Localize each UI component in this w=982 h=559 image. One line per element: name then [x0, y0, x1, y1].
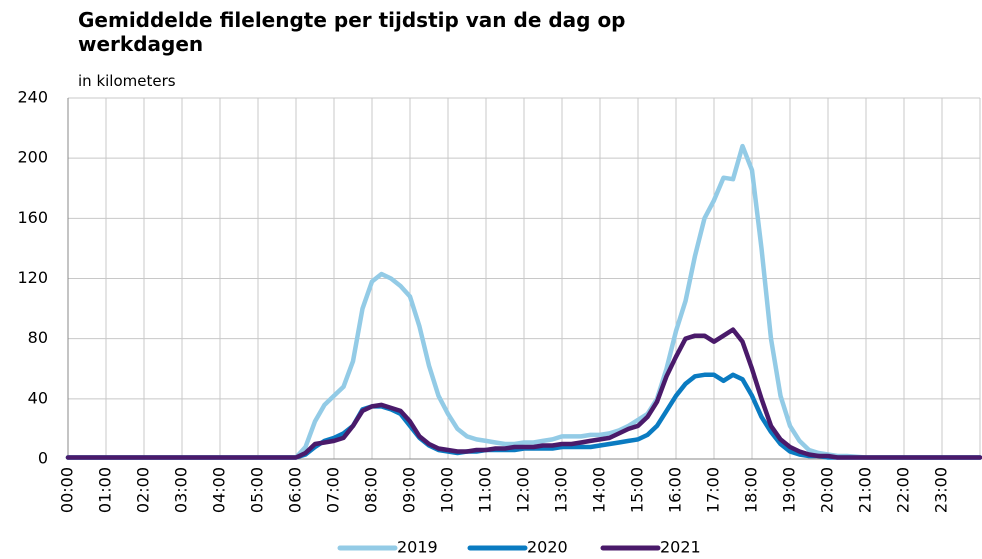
series-line — [65, 372, 982, 460]
x-tick-label: 13:00 — [552, 467, 571, 513]
x-tick-label: 09:00 — [400, 467, 419, 513]
chart-title: Gemiddelde filelengte per tijdstip van d… — [78, 8, 626, 56]
x-tick-label: 16:00 — [666, 467, 685, 513]
x-tick-label: 08:00 — [362, 467, 381, 513]
x-tick-label: 12:00 — [514, 467, 533, 513]
series-line — [65, 143, 982, 460]
y-tick-label: 240 — [17, 88, 48, 107]
legend-label: 2021 — [660, 538, 701, 557]
x-tick-label: 00:00 — [58, 467, 77, 513]
y-tick-label: 0 — [38, 449, 48, 468]
x-tick-label: 11:00 — [476, 467, 495, 513]
x-tick-label: 03:00 — [172, 467, 191, 513]
x-tick-label: 07:00 — [324, 467, 343, 513]
x-tick-label: 02:00 — [134, 467, 153, 513]
x-tick-label: 19:00 — [780, 467, 799, 513]
chart-subtitle: in kilometers — [78, 72, 176, 90]
x-tick-label: 10:00 — [438, 467, 457, 513]
x-tick-label: 14:00 — [590, 467, 609, 513]
legend-label: 2020 — [527, 538, 568, 557]
x-tick-label: 18:00 — [742, 467, 761, 513]
x-tick-label: 05:00 — [248, 467, 267, 513]
y-tick-label: 80 — [28, 328, 48, 347]
x-tick-label: 17:00 — [704, 467, 723, 513]
x-tick-label: 22:00 — [894, 467, 913, 513]
x-tick-label: 04:00 — [210, 467, 229, 513]
legend-label: 2019 — [397, 538, 438, 557]
x-tick-label: 06:00 — [286, 467, 305, 513]
y-tick-label: 120 — [17, 268, 48, 287]
x-tick-label: 01:00 — [96, 467, 115, 513]
y-tick-label: 200 — [17, 148, 48, 167]
y-tick-label: 160 — [17, 208, 48, 227]
x-tick-label: 15:00 — [628, 467, 647, 513]
y-tick-label: 40 — [28, 388, 48, 407]
x-tick-label: 23:00 — [932, 467, 951, 513]
x-tick-label: 21:00 — [856, 467, 875, 513]
series-line — [65, 327, 982, 460]
x-tick-label: 20:00 — [818, 467, 837, 513]
